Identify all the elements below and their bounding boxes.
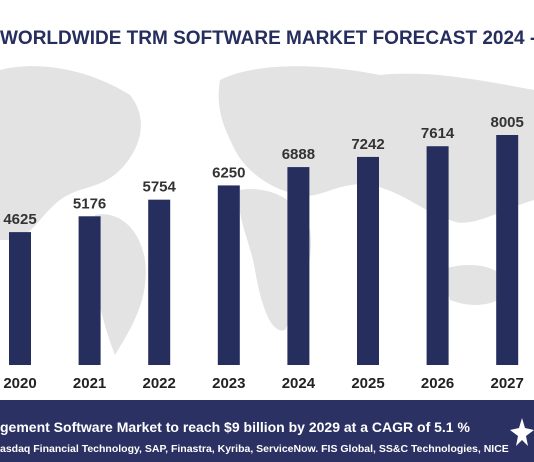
x-tick-label: 2025 [351,375,384,392]
footer-banner [0,400,534,462]
x-tick-label: 2021 [73,375,106,392]
value-label: 7614 [421,125,455,142]
x-tick-label: 2024 [282,375,316,392]
bar [287,167,310,365]
bar [496,135,519,365]
bar [148,199,171,365]
bar [426,146,449,365]
value-label: 5176 [73,195,106,212]
x-tick-label: 2020 [3,375,36,392]
value-label: 4625 [3,211,36,228]
bar [78,216,101,365]
x-tick-label: 2022 [143,375,176,392]
value-label: 6888 [282,146,315,163]
bar [217,185,240,365]
value-label: 7242 [351,136,384,153]
x-tick-label: 2026 [421,375,454,392]
bar [9,232,31,365]
value-label: 5754 [143,179,177,196]
value-label: 6250 [212,164,245,181]
x-tick-label: 2023 [212,375,245,392]
logo-star [510,418,534,446]
chart-title: WORLDWIDE TRM SOFTWARE MARKET FORECAST 2… [0,28,534,49]
bar [357,156,379,365]
footer-vendors: asdaq Financial Technology, SAP, Finastr… [0,443,509,455]
value-label: 8005 [491,114,524,131]
footer-headline: gement Software Market to reach $9 billi… [0,419,470,435]
x-tick-label: 2027 [491,375,524,392]
